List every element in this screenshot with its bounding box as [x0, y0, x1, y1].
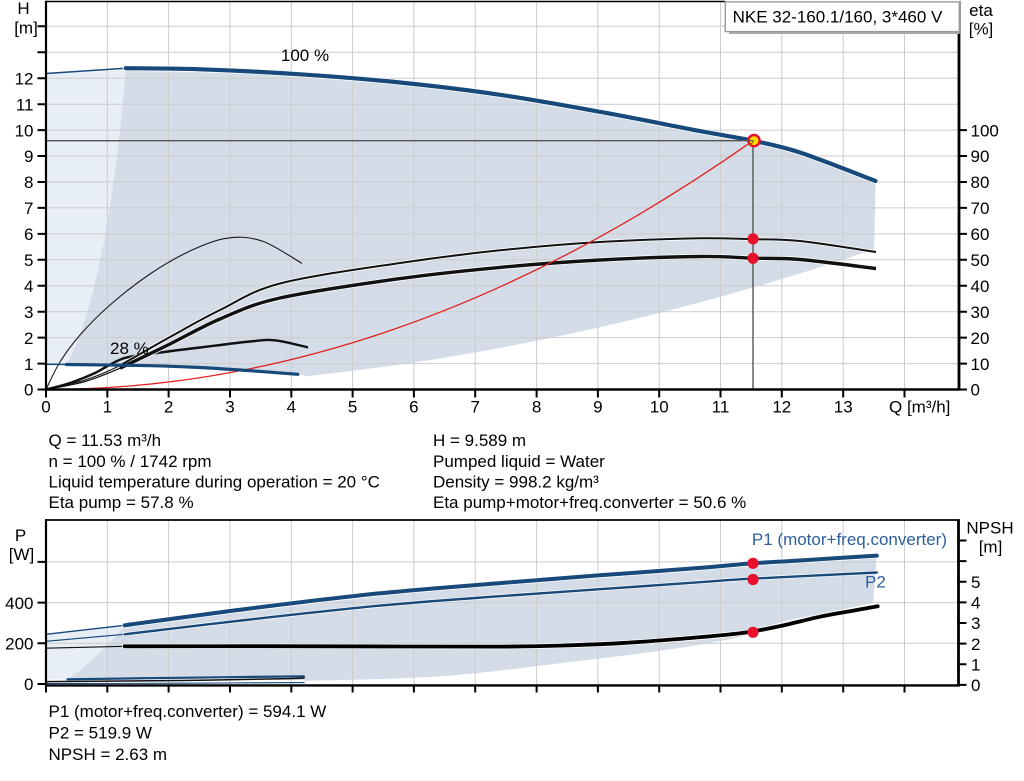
svg-text:70: 70	[971, 199, 990, 218]
svg-text:6: 6	[409, 398, 418, 417]
svg-text:[m]: [m]	[979, 538, 1003, 557]
svg-text:5: 5	[348, 398, 357, 417]
svg-text:2: 2	[24, 329, 33, 348]
svg-text:P: P	[15, 526, 26, 545]
svg-text:Eta pump+motor+freq.converter: Eta pump+motor+freq.converter = 50.6 %	[433, 493, 746, 512]
svg-text:9: 9	[593, 398, 602, 417]
svg-text:20: 20	[971, 329, 990, 348]
svg-text:5: 5	[971, 573, 980, 592]
svg-text:Density = 998.2 kg/m³: Density = 998.2 kg/m³	[433, 472, 599, 491]
svg-text:P1 (motor+freq.converter): P1 (motor+freq.converter)	[752, 530, 947, 549]
svg-text:10: 10	[971, 355, 990, 374]
svg-text:50: 50	[971, 251, 990, 270]
svg-text:6: 6	[24, 225, 33, 244]
svg-text:0: 0	[971, 381, 980, 400]
svg-text:2: 2	[971, 635, 980, 654]
svg-text:[W]: [W]	[9, 545, 35, 564]
svg-text:H = 9.589 m: H = 9.589 m	[433, 431, 526, 450]
svg-text:2: 2	[164, 398, 173, 417]
svg-text:4: 4	[971, 594, 980, 613]
svg-text:40: 40	[971, 277, 990, 296]
svg-text:n = 100 % / 1742 rpm: n = 100 % / 1742 rpm	[49, 452, 212, 471]
svg-text:5: 5	[24, 251, 33, 270]
svg-text:1: 1	[24, 355, 33, 374]
svg-text:H: H	[17, 0, 29, 18]
svg-text:12: 12	[772, 398, 791, 417]
svg-text:0: 0	[41, 398, 50, 417]
svg-text:0: 0	[971, 676, 980, 695]
svg-text:8: 8	[532, 398, 541, 417]
svg-text:Pumped liquid = Water: Pumped liquid = Water	[433, 452, 605, 471]
svg-text:Eta pump = 57.8 %: Eta pump = 57.8 %	[49, 493, 194, 512]
svg-text:3: 3	[24, 303, 33, 322]
svg-text:9: 9	[24, 147, 33, 166]
svg-text:13: 13	[834, 398, 853, 417]
svg-text:[%]: [%]	[969, 20, 994, 39]
svg-text:3: 3	[971, 614, 980, 633]
svg-text:400: 400	[5, 594, 33, 613]
svg-text:P1 (motor+freq.converter) = 59: P1 (motor+freq.converter) = 594.1 W	[49, 702, 327, 721]
svg-text:eta: eta	[969, 1, 993, 20]
svg-text:30: 30	[971, 303, 990, 322]
svg-text:11: 11	[16, 95, 34, 114]
svg-text:80: 80	[971, 173, 990, 192]
svg-text:NKE 32-160.1/160, 3*460 V: NKE 32-160.1/160, 3*460 V	[733, 8, 943, 27]
svg-text:100 %: 100 %	[281, 46, 329, 65]
svg-text:12: 12	[15, 69, 34, 88]
svg-text:28 %: 28 %	[110, 339, 149, 358]
svg-text:90: 90	[971, 147, 990, 166]
svg-text:Liquid temperature during oper: Liquid temperature during operation = 20…	[49, 472, 380, 491]
svg-text:0: 0	[24, 675, 33, 694]
svg-text:3: 3	[225, 398, 234, 417]
svg-text:1: 1	[971, 656, 980, 675]
svg-text:200: 200	[5, 635, 33, 654]
svg-text:1: 1	[103, 398, 112, 417]
svg-text:7: 7	[24, 199, 33, 218]
svg-text:11: 11	[712, 398, 730, 417]
svg-text:Q [m³/h]: Q [m³/h]	[889, 398, 950, 417]
svg-text:4: 4	[287, 398, 296, 417]
svg-text:10: 10	[15, 121, 34, 140]
svg-text:P2 = 519.9 W: P2 = 519.9 W	[49, 723, 152, 742]
svg-text:NPSH: NPSH	[966, 519, 1013, 538]
svg-text:4: 4	[24, 277, 33, 296]
svg-text:10: 10	[650, 398, 669, 417]
svg-text:NPSH = 2.63 m: NPSH = 2.63 m	[49, 745, 168, 764]
svg-text:0: 0	[24, 381, 33, 400]
svg-text:[m]: [m]	[14, 19, 38, 38]
svg-text:Q = 11.53 m³/h: Q = 11.53 m³/h	[49, 431, 162, 450]
svg-text:P2: P2	[865, 573, 886, 592]
svg-text:7: 7	[470, 398, 479, 417]
svg-text:100: 100	[971, 121, 999, 140]
svg-text:8: 8	[24, 173, 33, 192]
svg-text:60: 60	[971, 225, 990, 244]
